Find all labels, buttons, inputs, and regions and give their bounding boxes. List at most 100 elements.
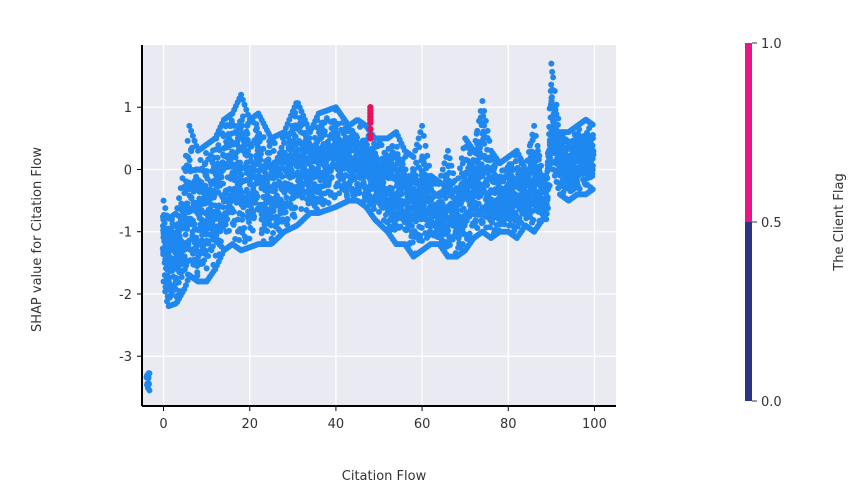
data-point bbox=[393, 143, 400, 150]
data-point bbox=[548, 94, 555, 101]
data-point bbox=[274, 220, 281, 227]
data-point bbox=[589, 155, 596, 162]
data-point bbox=[239, 211, 246, 218]
data-point bbox=[554, 121, 561, 128]
data-point bbox=[450, 170, 457, 177]
data-point bbox=[266, 194, 273, 201]
highlight-point bbox=[367, 119, 374, 127]
data-point bbox=[202, 247, 209, 254]
data-point bbox=[215, 142, 222, 149]
x-tick-label: 0 bbox=[159, 417, 167, 432]
data-point bbox=[260, 134, 267, 141]
data-point bbox=[247, 153, 254, 160]
colorbar-title: The Client Flag bbox=[832, 173, 847, 271]
data-point bbox=[484, 127, 491, 134]
data-point bbox=[197, 157, 204, 164]
data-point bbox=[446, 155, 453, 162]
data-point bbox=[445, 227, 452, 234]
data-point bbox=[416, 144, 423, 151]
data-point bbox=[501, 221, 508, 228]
data-point bbox=[376, 208, 383, 215]
highlight-points bbox=[367, 104, 374, 142]
data-point bbox=[548, 60, 555, 67]
data-point bbox=[478, 220, 485, 227]
data-point bbox=[417, 232, 424, 239]
data-point bbox=[240, 113, 247, 120]
data-point bbox=[245, 219, 252, 226]
data-point bbox=[291, 213, 298, 220]
data-point bbox=[161, 220, 168, 227]
data-point bbox=[249, 227, 256, 234]
data-point bbox=[191, 137, 198, 144]
data-point bbox=[444, 147, 451, 154]
data-point bbox=[184, 200, 191, 207]
data-point bbox=[241, 238, 248, 245]
data-point bbox=[241, 233, 248, 240]
data-point bbox=[302, 147, 309, 154]
x-tick-label: 100 bbox=[582, 417, 607, 432]
colorbar-tick-label: 1.0 bbox=[761, 37, 782, 52]
data-point bbox=[241, 101, 248, 108]
data-point bbox=[512, 158, 519, 165]
data-point bbox=[589, 173, 596, 180]
data-point bbox=[448, 162, 455, 169]
data-point bbox=[510, 223, 517, 230]
data-point bbox=[389, 143, 396, 150]
data-point bbox=[283, 217, 290, 224]
data-point bbox=[420, 132, 427, 139]
data-point bbox=[413, 159, 420, 166]
data-point bbox=[397, 223, 404, 230]
data-point bbox=[328, 174, 335, 181]
x-tick-label: 20 bbox=[241, 417, 258, 432]
data-point bbox=[188, 127, 195, 134]
data-point bbox=[336, 190, 343, 197]
data-point bbox=[415, 135, 422, 142]
data-point bbox=[544, 205, 551, 212]
data-point bbox=[238, 171, 245, 178]
data-point bbox=[146, 370, 153, 377]
data-point bbox=[530, 217, 537, 224]
data-point bbox=[459, 241, 466, 248]
data-point bbox=[191, 221, 198, 228]
data-point bbox=[422, 142, 429, 149]
data-point bbox=[419, 237, 426, 244]
data-point bbox=[402, 166, 409, 173]
data-point bbox=[224, 209, 231, 216]
data-point bbox=[186, 122, 193, 129]
axes bbox=[141, 45, 616, 407]
data-point bbox=[219, 204, 226, 211]
data-point bbox=[486, 137, 493, 144]
data-point bbox=[403, 227, 410, 234]
data-point bbox=[374, 155, 381, 162]
data-point bbox=[288, 167, 295, 174]
data-point bbox=[298, 205, 305, 212]
x-tick-label: 60 bbox=[414, 417, 431, 432]
data-point bbox=[244, 122, 251, 129]
y-tick-label: 1 bbox=[124, 101, 132, 116]
data-point bbox=[203, 265, 210, 272]
data-point bbox=[283, 194, 290, 201]
data-point bbox=[253, 195, 260, 202]
data-point bbox=[182, 231, 189, 238]
data-point bbox=[220, 133, 227, 140]
data-point bbox=[160, 197, 167, 204]
x-tick-label: 80 bbox=[500, 417, 517, 432]
data-point bbox=[575, 183, 582, 190]
colorbar-tick-label: 0.0 bbox=[761, 395, 782, 410]
data-point bbox=[213, 231, 220, 238]
data-point bbox=[220, 180, 227, 187]
data-point bbox=[253, 121, 260, 128]
data-point bbox=[306, 135, 313, 142]
data-point bbox=[356, 190, 363, 197]
data-point bbox=[550, 74, 557, 81]
data-point bbox=[239, 96, 246, 103]
data-point bbox=[555, 115, 562, 122]
data-point bbox=[188, 194, 195, 201]
data-point bbox=[466, 209, 473, 216]
data-point bbox=[165, 279, 172, 286]
data-point bbox=[534, 147, 541, 154]
data-point bbox=[252, 199, 259, 206]
data-point bbox=[145, 375, 152, 382]
data-point bbox=[251, 213, 258, 220]
data-point bbox=[203, 149, 210, 156]
